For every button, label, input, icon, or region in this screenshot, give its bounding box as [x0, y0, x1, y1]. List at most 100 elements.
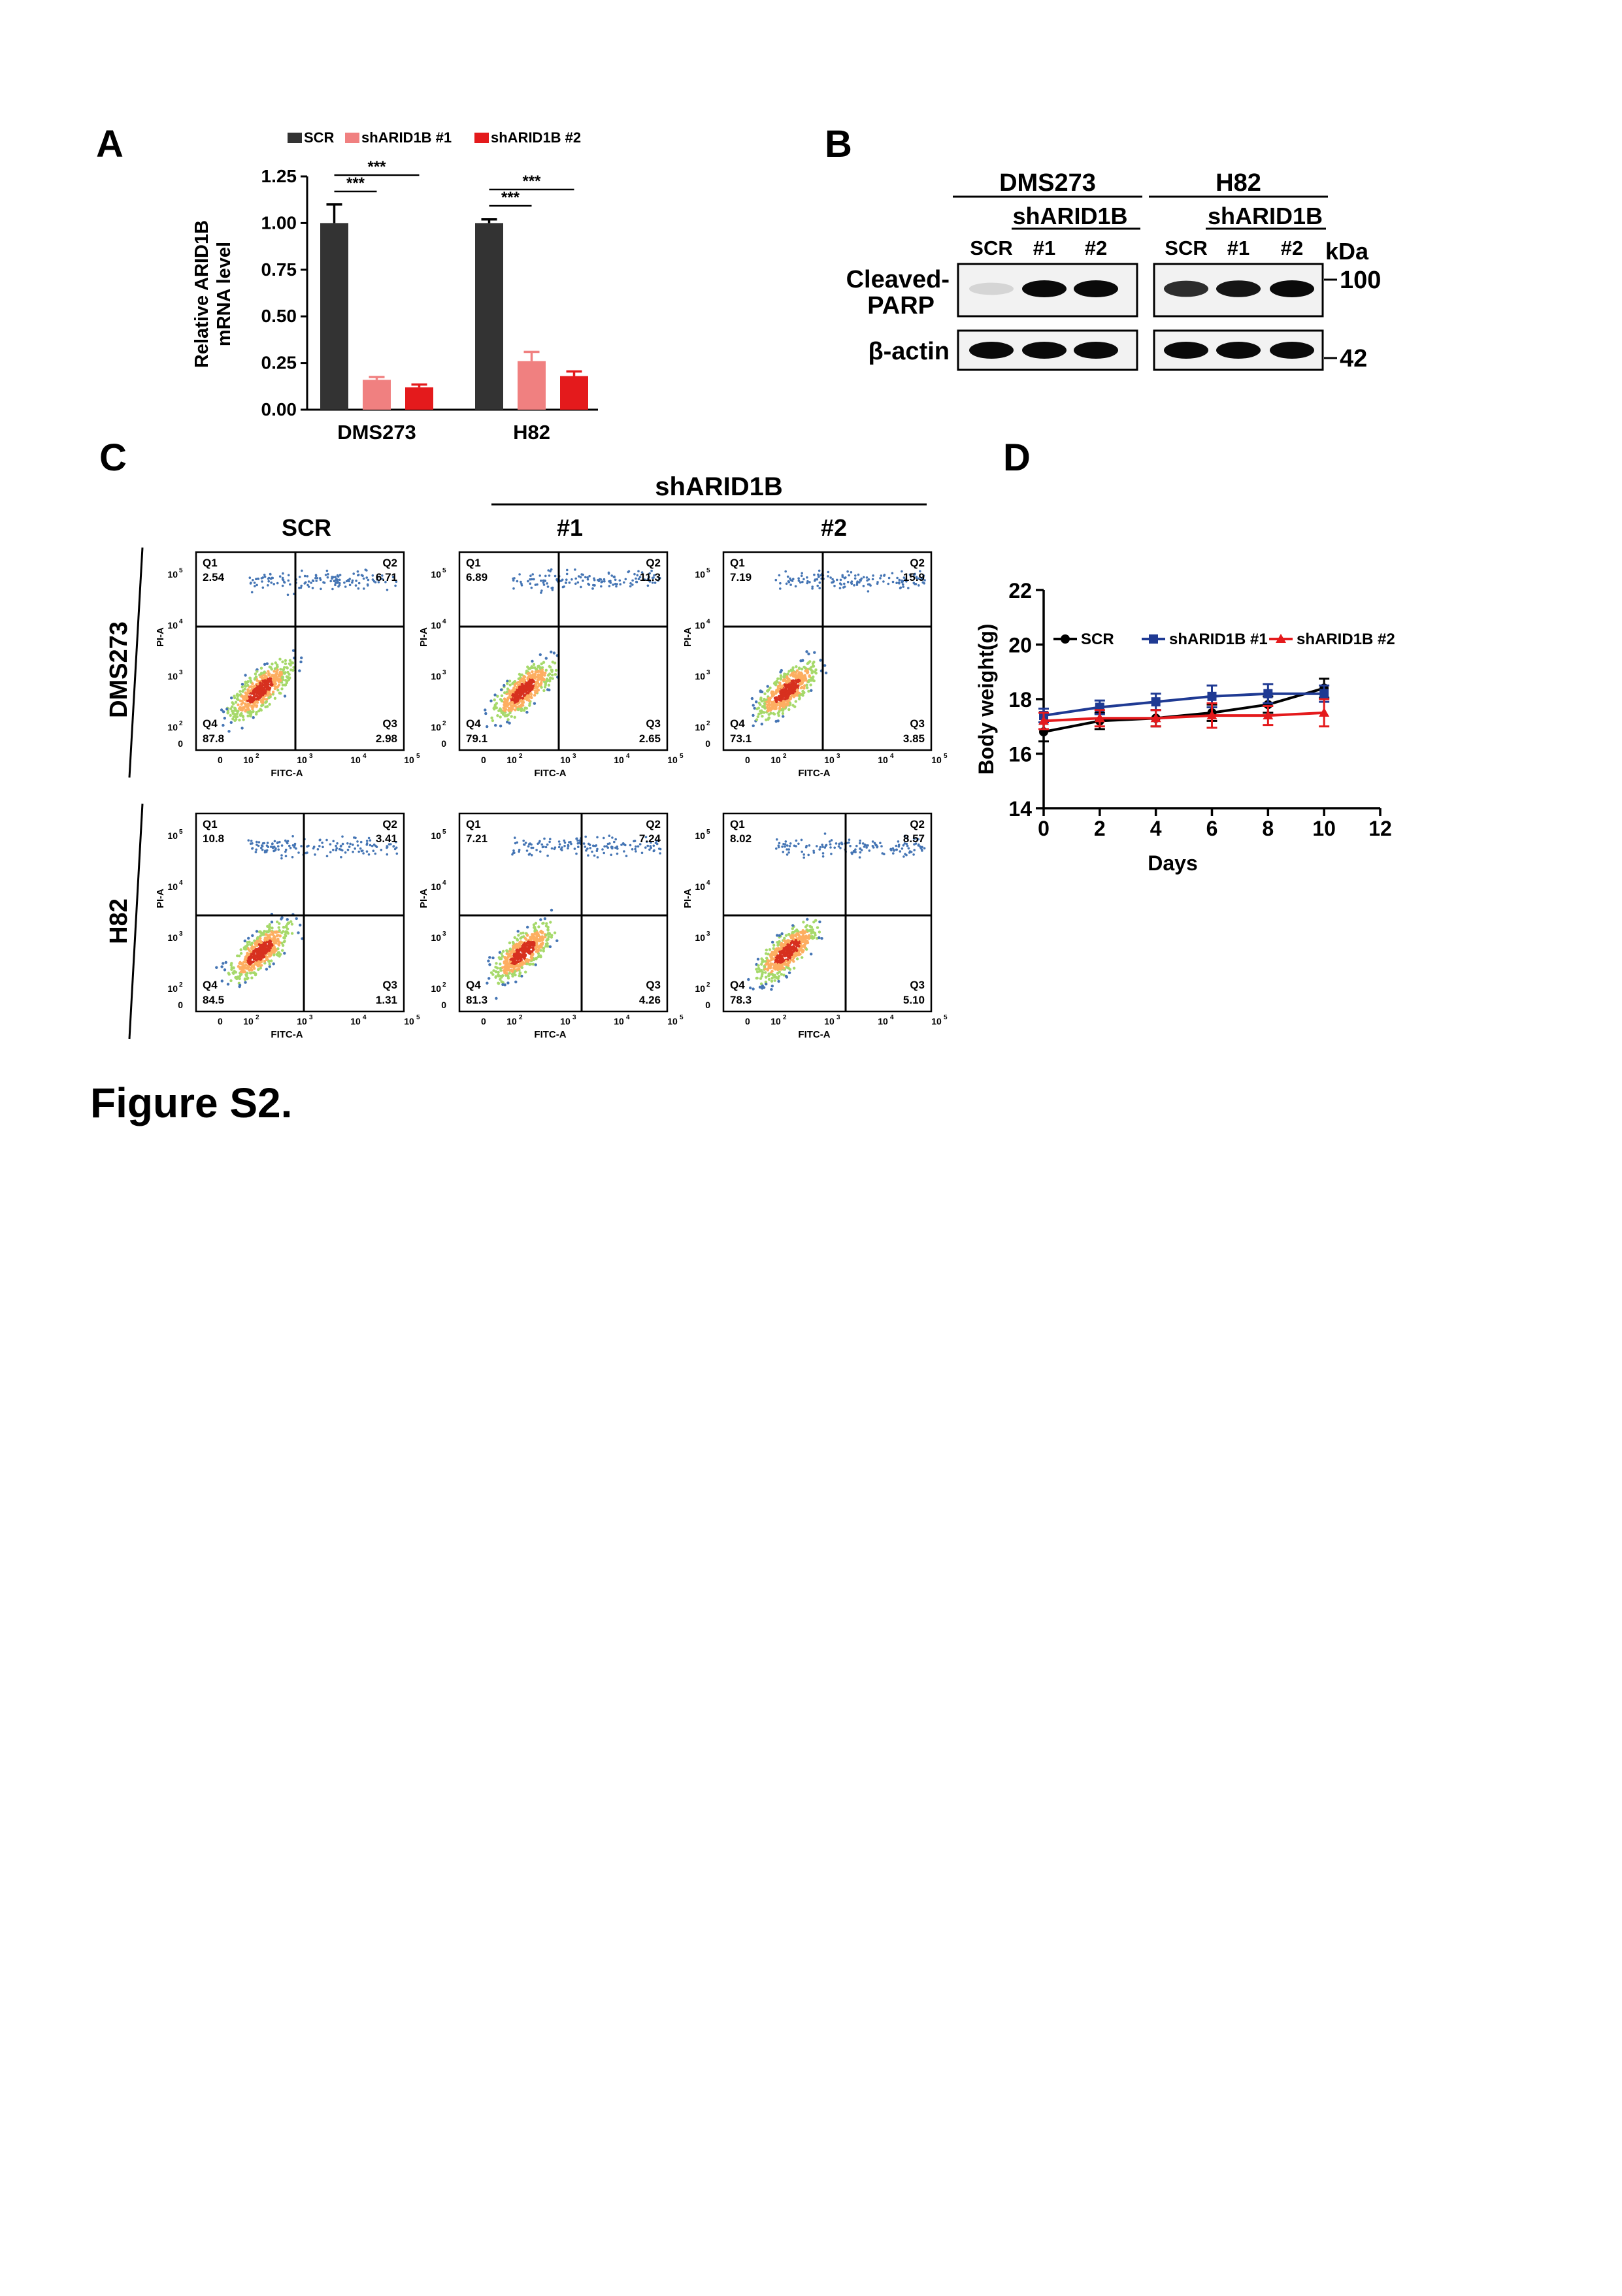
event-dot	[248, 676, 252, 680]
quadrant-value: 3.41	[376, 832, 397, 845]
event-dot	[589, 847, 592, 849]
blot-band	[1164, 342, 1208, 359]
bar-DMS273-1	[363, 380, 391, 410]
event-dot	[779, 677, 783, 680]
event-dot	[290, 920, 293, 923]
event-dot	[850, 571, 853, 574]
quadrant-value: 7.24	[639, 832, 661, 845]
event-dot	[278, 691, 281, 695]
event-dot	[898, 581, 901, 584]
y-axis-label: mRNA level	[214, 242, 235, 346]
legend-swatch-0	[288, 133, 302, 143]
event-dot	[777, 713, 780, 717]
event-dot	[531, 933, 534, 936]
event-dot	[891, 580, 895, 583]
event-dot	[899, 586, 902, 589]
event-dot	[793, 844, 796, 847]
event-dot	[807, 853, 810, 857]
event-dot	[248, 695, 252, 698]
event-dot	[307, 844, 310, 847]
event-dot	[793, 955, 797, 958]
event-dot	[805, 686, 809, 690]
event-dot	[514, 956, 518, 959]
event-dot	[249, 582, 252, 585]
event-dot	[283, 940, 286, 943]
event-dot	[259, 685, 262, 689]
event-dot	[770, 976, 774, 980]
event-dot	[506, 718, 510, 721]
event-dot	[853, 577, 857, 580]
event-dot	[534, 947, 538, 951]
event-dot	[854, 848, 857, 851]
event-dot	[780, 932, 784, 936]
event-dot	[848, 574, 850, 577]
event-dot	[280, 857, 283, 860]
event-dot	[637, 845, 640, 848]
x-tick-label: 0	[481, 755, 486, 765]
event-dot	[263, 690, 267, 693]
event-dot	[284, 855, 288, 858]
event-dot	[267, 584, 269, 587]
y-axis-label: PI-A	[682, 627, 693, 647]
event-dot	[846, 581, 850, 583]
event-dot	[335, 844, 337, 847]
event-dot	[259, 941, 263, 945]
event-dot	[334, 582, 337, 585]
event-dot	[255, 697, 259, 701]
event-dot	[307, 585, 310, 588]
event-dot	[772, 947, 775, 950]
event-dot	[629, 585, 632, 588]
y-tick-exponent: 2	[179, 720, 183, 727]
event-dot	[484, 712, 488, 715]
event-dot	[841, 574, 844, 577]
event-dot	[239, 693, 242, 697]
y-tick-exponent: 5	[442, 828, 446, 836]
event-dot	[256, 682, 259, 686]
x-tick-label: 0	[1038, 817, 1050, 840]
event-dot	[830, 853, 833, 855]
event-dot	[258, 961, 261, 965]
event-dot	[273, 849, 275, 853]
event-dot	[895, 844, 898, 847]
series-1	[1038, 683, 1330, 723]
event-dot	[553, 931, 557, 934]
event-dot	[283, 666, 286, 669]
event-dot	[371, 844, 374, 847]
event-dot	[518, 673, 522, 677]
event-dot	[646, 840, 648, 843]
event-dot	[768, 698, 772, 702]
event-dot	[233, 970, 236, 973]
quadrant-name: Q1	[466, 557, 481, 569]
event-dot	[784, 947, 787, 951]
event-dot	[523, 675, 527, 679]
event-dot	[913, 849, 916, 851]
event-dot	[272, 962, 275, 966]
event-dot	[859, 839, 861, 842]
event-dot	[908, 573, 912, 576]
event-dot	[367, 836, 371, 840]
event-dot	[539, 955, 542, 959]
event-dot	[241, 714, 244, 718]
event-dot	[887, 576, 891, 580]
event-dot	[537, 678, 540, 681]
event-dot	[252, 964, 256, 967]
event-dot	[351, 581, 354, 584]
bar-H82-1	[518, 361, 546, 410]
event-dot	[356, 570, 359, 573]
event-dot	[533, 938, 537, 942]
event-dot	[794, 934, 797, 938]
event-dot	[814, 668, 818, 672]
event-dot	[367, 853, 371, 856]
event-dot	[780, 689, 784, 693]
event-dot	[275, 939, 279, 942]
event-dot	[259, 966, 262, 970]
event-dot	[903, 842, 906, 845]
event-dot	[852, 851, 855, 853]
event-dot	[247, 953, 250, 957]
event-dot	[790, 934, 793, 938]
y-tick-label: 0	[441, 1000, 446, 1010]
event-dot	[779, 670, 782, 674]
event-dot	[254, 851, 257, 853]
event-dot	[527, 941, 531, 944]
event-dot	[908, 851, 911, 854]
